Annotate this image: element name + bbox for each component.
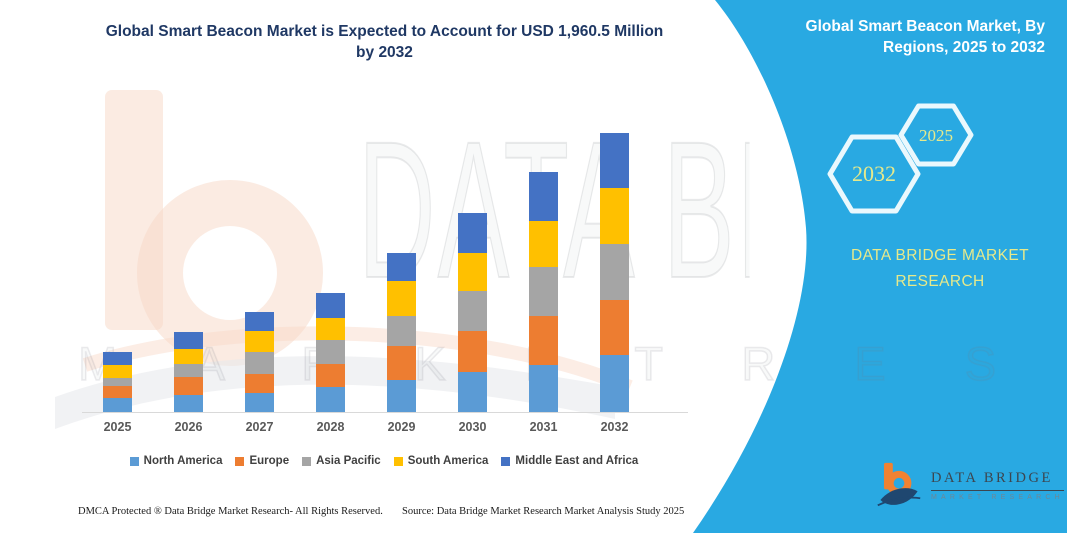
bar-segment [387,281,416,317]
hexagon-2025-label: 2025 [919,126,953,145]
company-logo-name: DATA BRIDGE [931,470,1064,491]
bar-segment [316,292,345,318]
bar-segment [174,331,203,349]
x-axis-label: 2028 [316,420,345,434]
bar-segment [529,221,558,268]
x-axis-label: 2029 [387,420,416,434]
x-axis-label: 2025 [103,420,132,434]
stacked-bar-2027 [245,312,274,412]
bar-segment [174,376,203,396]
side-panel-heading: Global Smart Beacon Market, By Regions, … [768,16,1056,58]
company-logo: DATA BRIDGE MARKET RESEARCH [876,459,1064,511]
side-heading-line1: Global Smart Beacon Market, By [805,18,1045,35]
legend-marker [235,456,245,466]
stacked-bar-2031 [529,172,558,412]
side-heading-line2: Regions, 2025 to 2032 [883,39,1045,56]
chart-legend: North America Europe Asia Pacific South Ame… [78,455,690,467]
bar-segment [529,364,558,412]
brand-text-line1: DATA BRIDGE MARKET [850,247,1029,264]
legend-label: Europe [249,455,290,467]
bar-segment [103,377,132,387]
bar-segment [458,330,487,372]
bar-segment [387,253,416,282]
bar-segment [458,213,487,254]
company-logo-subtitle: MARKET RESEARCH [931,493,1064,501]
bar-segment [103,352,132,365]
stacked-bar-2025 [103,352,132,412]
bar-segment [458,290,487,331]
legend-label: Middle East and Africa [515,455,639,467]
stacked-bar-2028 [316,292,345,412]
legend-item: South America [393,455,489,467]
bar-segment [174,395,203,412]
bar-segment [458,372,487,412]
bar-chart-plot [82,120,688,413]
bar-segment [316,317,345,341]
bar-segment [600,188,629,245]
hexagon-2032-label: 2032 [852,161,896,186]
year-hexagons: 2032 2025 [827,103,974,214]
legend-marker [501,456,511,466]
legend-item: North America [129,455,223,467]
legend-item: Europe [235,455,289,467]
x-axis-label: 2030 [458,420,487,434]
bar-segment [316,364,345,387]
bar-segment [529,316,558,365]
bar-segment [103,397,132,412]
legend-label: Asia Pacific [316,455,381,467]
bar-segment [600,355,629,412]
chart-title: Global Smart Beacon Market is Expected t… [62,21,707,63]
footer-source: Source: Data Bridge Market Research Mark… [402,506,685,517]
x-axis-labels: 2025 2026 2027 2028 2029 2030 2031 2032 [82,420,688,438]
bar-segment [387,316,416,347]
bar-segment [103,364,132,378]
bar-segment [316,340,345,365]
footer-copyright: DMCA Protected ® Data Bridge Market Rese… [78,506,383,517]
bar-segment [387,346,416,380]
legend-label: South America [407,455,489,467]
bar-segment [316,386,345,412]
brand-text-line2: RESEARCH [895,273,985,290]
bar-segment [600,133,629,189]
hexagon-2025-shape [898,103,974,167]
legend-label: North America [143,455,223,467]
stacked-bar-2032 [600,133,629,412]
x-axis-label: 2026 [174,420,203,434]
x-axis-label: 2031 [529,420,558,434]
stacked-bar-2030 [458,213,487,412]
bar-segment [600,299,629,356]
bar-segment [600,244,629,300]
x-axis-label: 2032 [600,420,629,434]
legend-item: Middle East and Africa [501,455,638,467]
bar-segment [458,253,487,291]
legend-item: Asia Pacific [302,455,381,467]
bar-segment [245,351,274,375]
bar-segment [387,379,416,412]
bar-segment [245,312,274,331]
legend-marker [393,456,403,466]
company-logo-icon [877,462,921,507]
chart-title-line2: by 2032 [356,44,413,61]
stacked-bar-2026 [174,331,203,412]
company-logo-text: DATA BRIDGE MARKET RESEARCH [931,470,1064,501]
legend-marker [129,456,139,466]
bar-segment [174,364,203,377]
bar-segment [529,172,558,222]
bar-segment [245,374,274,393]
bar-segment [245,392,274,412]
legend-marker [302,456,312,466]
bar-segment [174,348,203,365]
bar-segment [245,330,274,352]
chart-title-line1: Global Smart Beacon Market is Expected t… [105,23,664,40]
bar-segment [529,267,558,317]
hexagon-2032-shape [827,134,921,214]
bar-segment [103,386,132,398]
brand-text: DATA BRIDGE MARKET RESEARCH [824,243,1056,295]
x-axis-label: 2027 [245,420,274,434]
stacked-bar-2029 [387,253,416,412]
